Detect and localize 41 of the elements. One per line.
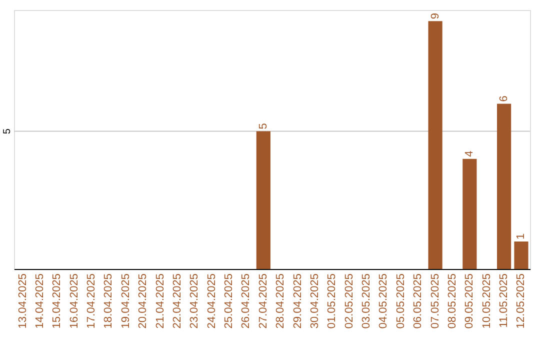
x-tick-label: 05.05.2025 <box>394 274 407 329</box>
x-tick-label: 26.04.2025 <box>240 274 252 329</box>
data-label: 5 <box>257 123 270 130</box>
x-tick-label: 22.04.2025 <box>171 274 184 329</box>
x-tick-label: 01.05.2025 <box>326 274 338 329</box>
x-tick-label: 09.05.2025 <box>464 274 476 329</box>
bar <box>462 158 477 269</box>
x-tick-label: 24.04.2025 <box>206 274 218 329</box>
x-tick-label: 13.04.2025 <box>16 274 29 329</box>
x-tick-label: 16.04.2025 <box>68 274 80 329</box>
data-label: 9 <box>429 13 442 20</box>
x-tick-label: 08.05.2025 <box>446 274 458 329</box>
x-tick-label: 21.04.2025 <box>154 274 166 329</box>
x-tick-label: 14.04.2025 <box>34 274 46 329</box>
x-tick-label: 15.04.2025 <box>51 274 64 329</box>
x-tick-label: 20.04.2025 <box>137 274 150 329</box>
x-tick-label: 07.05.2025 <box>429 274 442 329</box>
x-tick-label: 17.04.2025 <box>86 274 98 329</box>
bar <box>497 104 512 269</box>
x-tick-label: 27.04.2025 <box>257 274 270 329</box>
x-tick-label: 04.05.2025 <box>378 274 390 329</box>
bar <box>428 21 442 269</box>
ref-line-label: 5 <box>2 128 13 134</box>
x-tick-label: 23.04.2025 <box>188 274 201 329</box>
x-tick-label: 29.04.2025 <box>292 274 304 329</box>
x-tick-label: 12.05.2025 <box>515 274 528 329</box>
x-tick-label: 18.04.2025 <box>102 274 115 329</box>
x-tick-label: 03.05.2025 <box>360 274 373 329</box>
data-label: 1 <box>515 233 528 240</box>
bar <box>514 241 528 269</box>
x-tick-label: 10.05.2025 <box>480 274 493 329</box>
x-tick-label: 30.04.2025 <box>308 274 321 329</box>
data-label: 4 <box>464 150 476 157</box>
x-tick-label: 19.04.2025 <box>120 274 132 329</box>
data-label: 6 <box>498 96 510 102</box>
x-tick-label: 06.05.2025 <box>412 274 424 329</box>
x-tick-label: 02.05.2025 <box>343 274 356 329</box>
x-tick-label: 11.05.2025 <box>498 274 510 328</box>
x-tick-label: 28.04.2025 <box>274 274 287 329</box>
bar <box>256 131 270 269</box>
x-tick-label: 25.04.2025 <box>223 274 236 329</box>
